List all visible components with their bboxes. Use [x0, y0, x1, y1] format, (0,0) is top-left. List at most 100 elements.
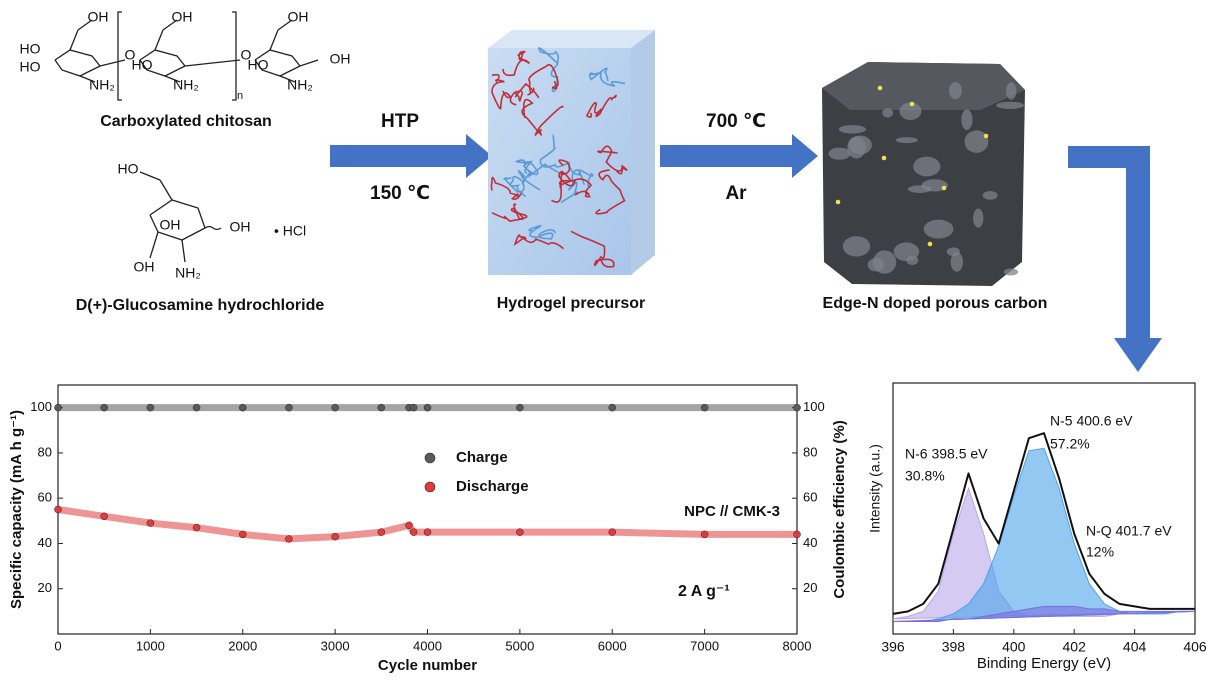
y2-tick-label: 60: [803, 490, 817, 505]
legend-label: Discharge: [456, 478, 529, 495]
chem-label: OH: [330, 51, 351, 67]
chem-label: NH₂: [173, 77, 199, 93]
bond: [150, 232, 158, 258]
chem-label: OH: [134, 259, 155, 275]
data-point: [332, 533, 339, 540]
dopant-dot: [882, 156, 887, 161]
bond: [160, 180, 172, 200]
chem-label: OH: [88, 9, 109, 25]
pore: [973, 209, 983, 228]
x-tick-label: 8000: [783, 638, 812, 653]
chem-label: HO: [132, 57, 153, 73]
y2-axis-label: Coulombic efficiency (%): [831, 420, 848, 598]
pore: [924, 220, 954, 239]
y-tick-label: 80: [38, 444, 52, 459]
peak-annotation: 57.2%: [1050, 436, 1090, 452]
pore: [828, 148, 850, 160]
x-tick-label: 6000: [598, 638, 627, 653]
y2-tick-label: 80: [803, 444, 817, 459]
peak-annotation: N-5 400.6 eV: [1050, 413, 1133, 429]
chem-label: HO: [248, 57, 269, 73]
bond: [185, 60, 240, 66]
pore: [849, 136, 872, 155]
data-point: [378, 529, 385, 536]
dopant-dot: [942, 186, 947, 191]
annotation: 2 A g⁻¹: [678, 583, 730, 600]
chem-label: • HCl: [274, 223, 306, 239]
peak-annotation: 30.8%: [905, 468, 945, 484]
pore: [873, 250, 896, 273]
dopant-dot: [910, 102, 915, 107]
data-point: [285, 535, 292, 542]
data-point: [410, 404, 417, 411]
dopant-dot: [878, 86, 883, 91]
y-tick-label: 40: [38, 535, 52, 550]
x-axis-label: Cycle number: [378, 657, 477, 674]
data-point: [193, 524, 200, 531]
annotation: NPC // CMK-3: [684, 503, 780, 520]
bond: [300, 60, 318, 66]
bond: [140, 172, 160, 180]
x-axis-label: Binding Energy (eV): [977, 655, 1111, 672]
data-point: [516, 404, 523, 411]
data-point: [101, 404, 108, 411]
pore: [882, 108, 893, 117]
chem-label: OH: [160, 217, 181, 233]
y-axis-label: Intensity (a.u.): [867, 444, 883, 533]
chem-label: HO: [118, 161, 139, 177]
data-point: [609, 404, 616, 411]
arrow: [1068, 146, 1162, 372]
x-tick-label: 400: [1002, 639, 1026, 655]
y-tick-label: 60: [38, 490, 52, 505]
data-point: [55, 506, 62, 513]
x-tick-label: 406: [1183, 639, 1207, 655]
bond: [182, 240, 185, 262]
pore: [964, 130, 988, 153]
x-tick-label: 5000: [505, 638, 534, 653]
carbon-cube: [822, 62, 1025, 286]
bond: [70, 30, 78, 50]
pore: [906, 256, 918, 265]
x-tick-label: 404: [1123, 639, 1147, 655]
y-tick-label: 20: [38, 580, 52, 595]
cube-top: [488, 30, 655, 48]
data-point: [332, 404, 339, 411]
data-point: [193, 404, 200, 411]
pore: [1004, 268, 1018, 275]
data-point: [424, 529, 431, 536]
dopant-dot: [928, 242, 933, 247]
hydrogel-cube: [488, 30, 655, 275]
step-label: 700 ℃: [706, 111, 766, 132]
chem-label: n: [237, 90, 243, 102]
chem-label: OH: [288, 9, 309, 25]
stage-label: Edge-N doped porous carbon: [823, 295, 1048, 312]
x-tick-label: 4000: [413, 638, 442, 653]
data-point: [609, 529, 616, 536]
compound-label: D(+)-Glucosamine hydrochloride: [76, 297, 325, 314]
x-tick-label: 402: [1063, 639, 1087, 655]
x-tick-label: 2000: [228, 638, 257, 653]
chem-label: OH: [172, 9, 193, 25]
data-point: [406, 522, 413, 529]
data-point: [239, 404, 246, 411]
y-axis-label: Specific capacity (mA h g⁻¹): [8, 410, 25, 609]
chem-label: NH₂: [287, 77, 313, 93]
step-label: 150 ℃: [370, 183, 430, 204]
pore: [951, 252, 963, 272]
arrow: [660, 134, 818, 178]
legend-label: Charge: [456, 449, 508, 466]
pore: [913, 157, 940, 177]
y-tick-label: 100: [30, 399, 52, 414]
x-tick-label: 0: [54, 638, 61, 653]
chem-label: HO: [20, 59, 41, 75]
y2-tick-label: 20: [803, 580, 817, 595]
y2-tick-label: 40: [803, 535, 817, 550]
arrow: [330, 134, 492, 178]
figure: Carboxylated chitosan D(+)-Glucosamine h…: [0, 0, 1210, 676]
data-point: [424, 404, 431, 411]
data-point: [147, 404, 154, 411]
chem-label: HO: [20, 41, 41, 57]
bond: [155, 30, 163, 50]
cube-side: [631, 30, 655, 275]
data-point: [55, 404, 62, 411]
